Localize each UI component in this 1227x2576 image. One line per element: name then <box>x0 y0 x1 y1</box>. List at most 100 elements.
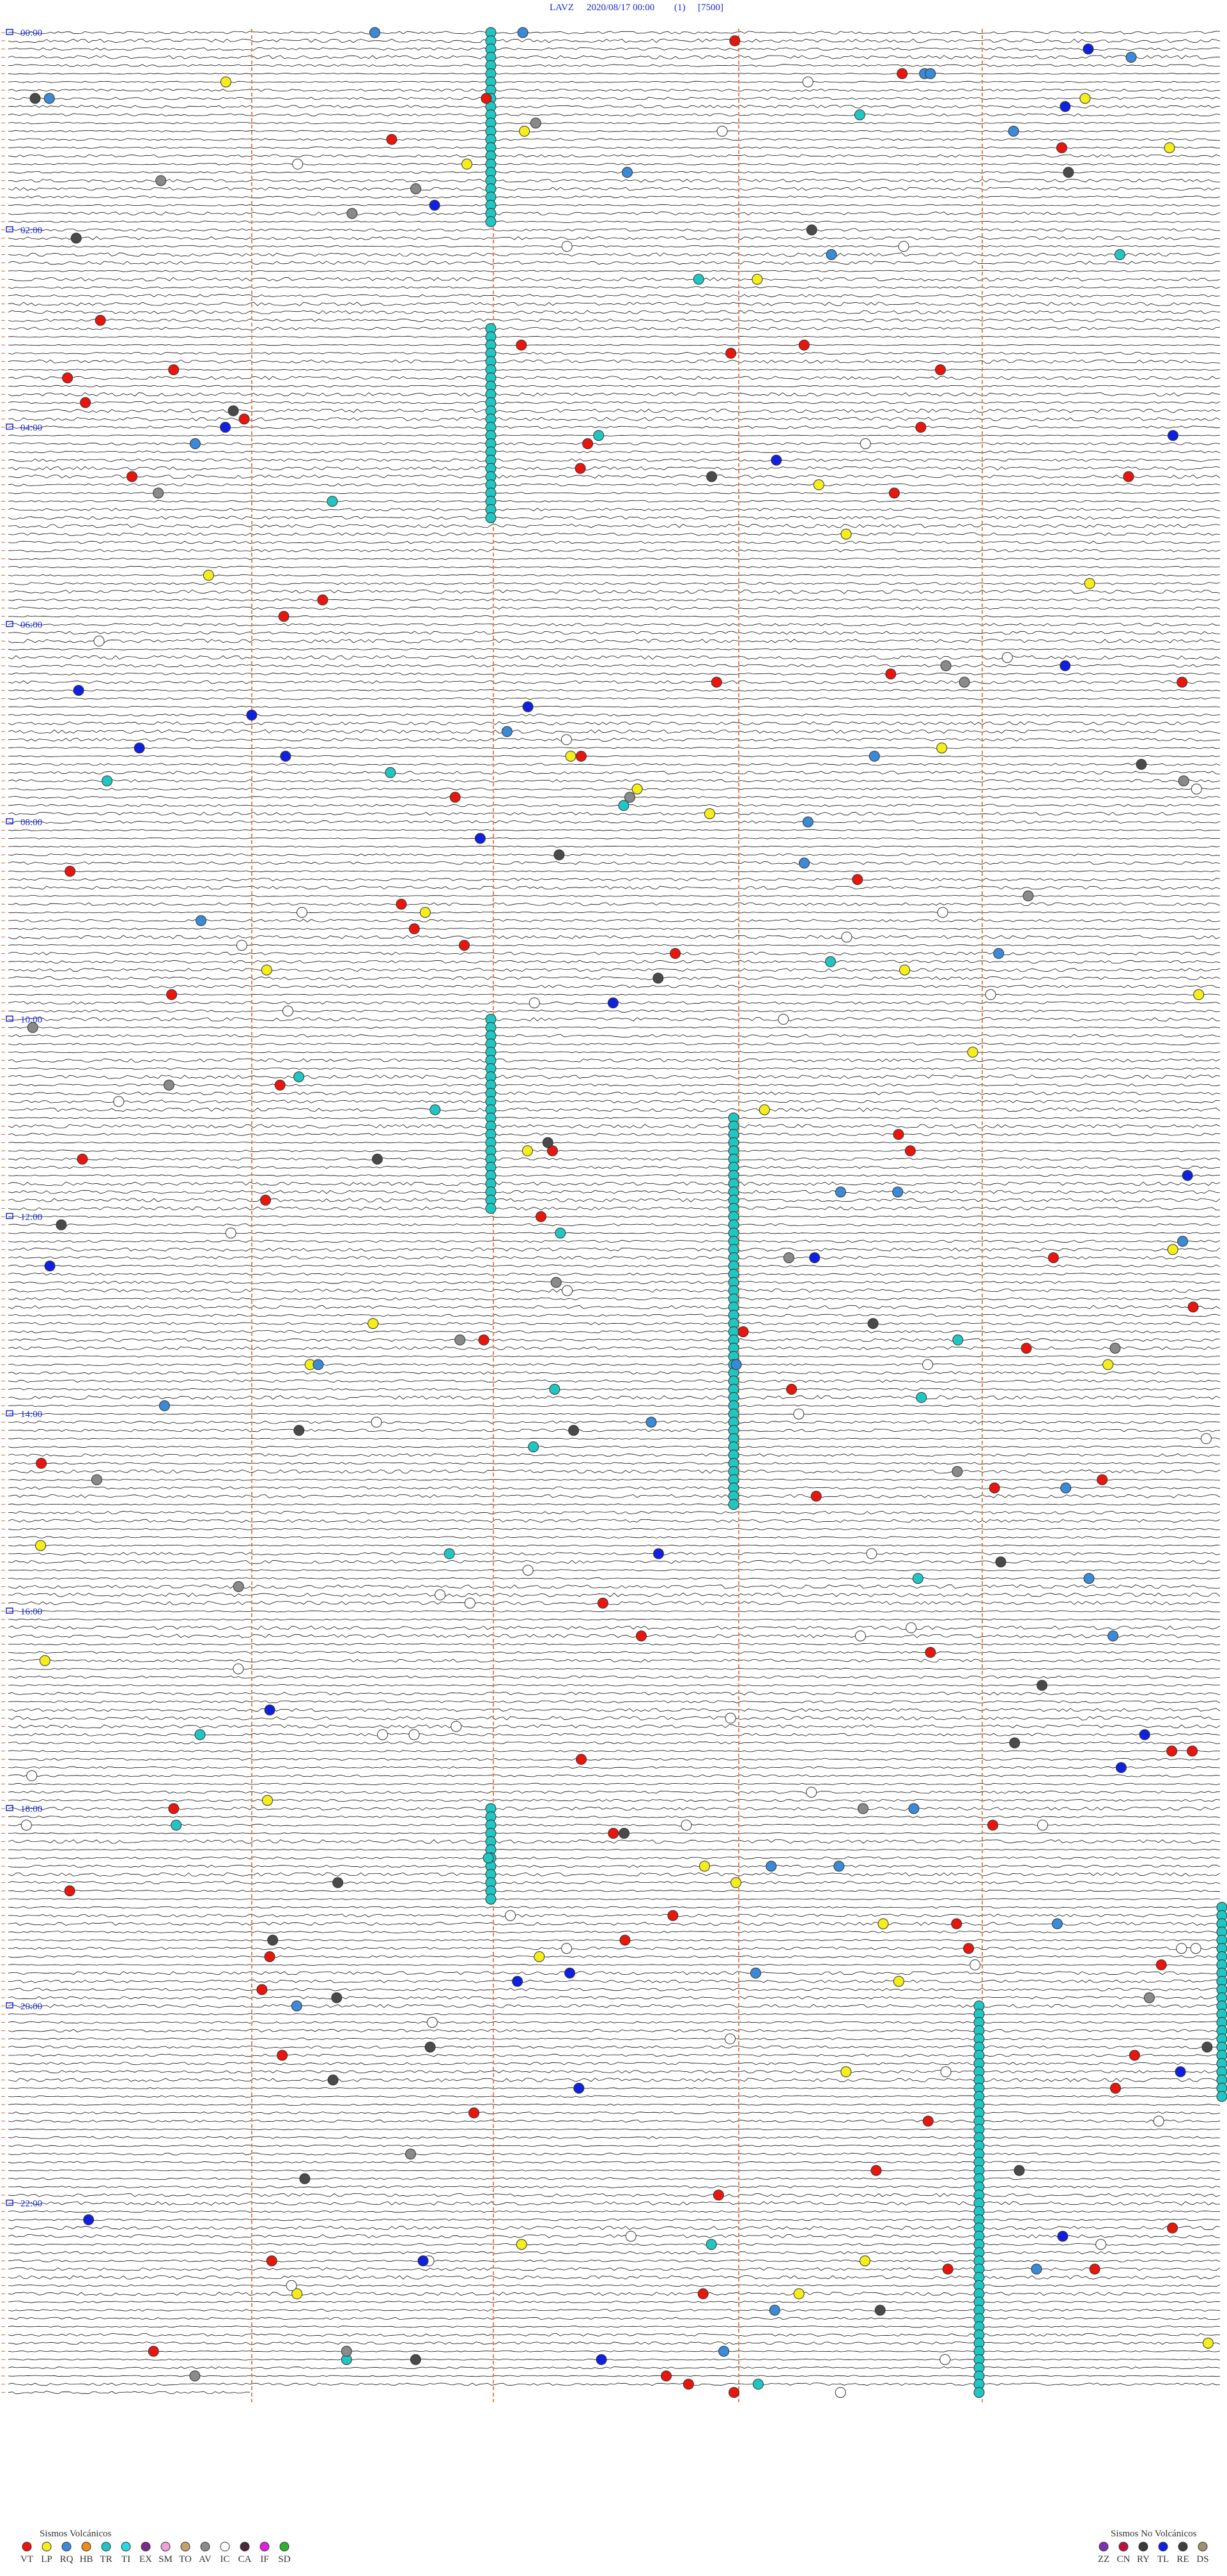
trace <box>8 474 1221 479</box>
trace <box>8 1247 1221 1252</box>
marker <box>897 68 908 79</box>
marker <box>410 183 422 194</box>
marker <box>274 1079 286 1091</box>
trace <box>8 795 1221 799</box>
marker <box>892 1186 904 1198</box>
trace <box>8 2119 1221 2123</box>
hour-label: 12:00 <box>20 1212 42 1222</box>
trace <box>8 2161 1221 2164</box>
marker <box>1167 1244 1178 1255</box>
marker <box>39 1655 50 1666</box>
marker <box>750 1967 761 1979</box>
marker <box>459 940 470 951</box>
trace <box>8 1584 1221 1589</box>
hour-label: 04:00 <box>20 423 42 433</box>
marker <box>293 1425 305 1436</box>
trace <box>8 853 1221 857</box>
marker <box>809 1252 821 1264</box>
marker <box>752 273 763 285</box>
legend-dot <box>279 2542 289 2552</box>
trace <box>8 1413 1221 1415</box>
marker <box>77 1153 88 1165</box>
marker <box>1107 1630 1119 1642</box>
trace <box>8 1100 1221 1103</box>
trace <box>8 606 1221 610</box>
trace <box>8 2103 1221 2106</box>
marker <box>516 339 527 351</box>
trace <box>8 861 1221 865</box>
marker <box>1102 1359 1114 1370</box>
marker <box>1187 1301 1199 1313</box>
marker <box>429 199 440 211</box>
marker <box>166 989 178 1000</box>
trace <box>8 1142 1221 1144</box>
trace <box>8 2037 1221 2041</box>
trace <box>8 870 1221 873</box>
legend-dot <box>200 2542 210 2552</box>
trace <box>8 1223 1221 1227</box>
trace <box>8 1716 1221 1721</box>
marker <box>228 405 239 417</box>
legend-code: TO <box>179 2554 192 2564</box>
marker <box>516 2239 527 2250</box>
marker <box>560 734 572 746</box>
marker <box>922 1359 934 1370</box>
marker <box>783 1252 794 1264</box>
marker <box>718 2345 730 2357</box>
trace <box>8 615 1221 618</box>
hour-marker <box>6 1015 13 1022</box>
trace <box>8 928 1221 930</box>
marker <box>596 2354 607 2365</box>
marker <box>576 1754 587 1765</box>
marker <box>963 1943 975 1954</box>
marker <box>729 2387 739 2398</box>
trace <box>8 1766 1221 1769</box>
trace <box>8 270 1221 272</box>
marker <box>1056 142 1067 153</box>
hour-label: 18:00 <box>20 1804 42 1814</box>
trace <box>8 1264 1221 1268</box>
marker <box>1155 1959 1167 1970</box>
marker <box>1136 758 1147 770</box>
marker <box>220 422 231 433</box>
marker <box>681 1820 692 1831</box>
marker <box>793 1408 805 1420</box>
marker <box>693 273 704 285</box>
hour-marker <box>6 2002 13 2009</box>
marker <box>1031 2264 1042 2275</box>
trace <box>8 1643 1221 1646</box>
marker <box>519 125 530 137</box>
trace <box>8 820 1221 824</box>
marker <box>1166 1745 1178 1757</box>
trace <box>8 2267 1221 2271</box>
marker <box>1201 2041 1213 2053</box>
marker <box>189 2370 201 2382</box>
trace <box>8 1577 1221 1580</box>
trace <box>8 1651 1221 1654</box>
trace <box>8 1330 1221 1333</box>
marker <box>262 1795 273 1806</box>
hour-label: 02:00 <box>20 226 42 236</box>
marker <box>553 849 565 861</box>
marker <box>575 463 586 474</box>
marker <box>1079 93 1091 104</box>
trace <box>8 1017 1221 1022</box>
trace <box>8 1782 1221 1786</box>
marker <box>313 1359 324 1370</box>
marker <box>987 1820 998 1831</box>
marker <box>619 1828 630 1839</box>
scale: [7500] <box>698 3 723 13</box>
marker <box>622 167 633 178</box>
trace <box>8 1289 1221 1293</box>
trace <box>8 1988 1221 1991</box>
legend-code: AV <box>199 2554 212 2564</box>
marker <box>1177 677 1188 688</box>
marker <box>771 454 782 466</box>
marker <box>737 1326 749 1337</box>
marker <box>1176 1943 1187 1954</box>
trace <box>8 1881 1221 1885</box>
legend-dot <box>1138 2542 1148 2552</box>
marker <box>1047 1252 1059 1264</box>
marker <box>1202 2338 1214 2349</box>
